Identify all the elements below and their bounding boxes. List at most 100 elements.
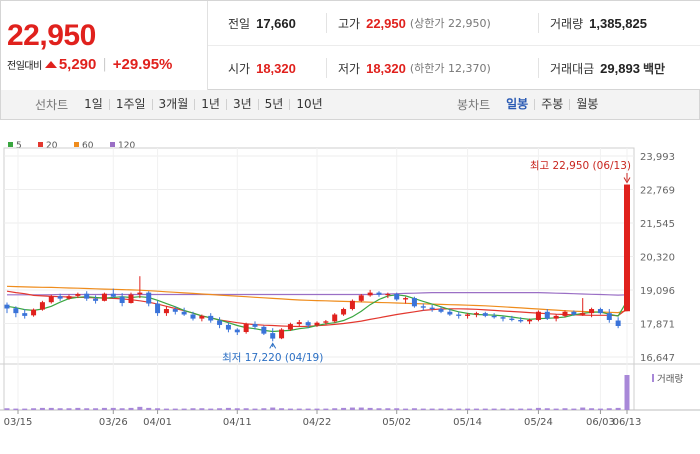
volume-bar	[349, 407, 355, 410]
period-1y[interactable]: 1년	[195, 98, 227, 110]
stats-row-2: 시가 18,320 저가 18,320 (하한가 12,370) 거래대금 29…	[208, 45, 700, 89]
candle-body	[562, 311, 568, 316]
candle-body	[75, 293, 81, 296]
candle-chart-label: 봉차트	[457, 98, 491, 112]
candle-daily[interactable]: 일봉	[500, 98, 536, 110]
x-tick-label: 05/14	[453, 417, 482, 428]
period-10y[interactable]: 10년	[296, 97, 323, 111]
volume-bar	[296, 408, 302, 410]
legend-swatch	[110, 142, 115, 147]
legend-swatch	[74, 142, 79, 147]
candle-body	[429, 307, 435, 310]
volume-bar	[101, 407, 107, 410]
volume-bar	[589, 408, 595, 410]
candle-body	[252, 324, 258, 327]
chart-frame	[3, 147, 635, 411]
upper-limit: (상한가 22,950)	[409, 17, 491, 30]
current-price: 22,950	[7, 19, 96, 52]
volume-bar	[75, 407, 81, 410]
candle-body	[39, 302, 45, 310]
period-1w[interactable]: 1주일	[110, 98, 153, 110]
period-1d[interactable]: 1일	[78, 98, 110, 110]
candle-body	[606, 313, 612, 320]
volume-bar	[119, 408, 125, 410]
candle-body	[491, 315, 497, 318]
chart-area: 5 20 60 120 23,993 22,769 21,545 20,320 19,096 1…	[0, 120, 700, 450]
volume-bar	[544, 408, 550, 410]
volume-bar	[172, 408, 178, 410]
candle-body	[146, 292, 152, 304]
candlestick-chart: 5 20 60 120 23,993 22,769 21,545 20,320 19,096 1…	[0, 141, 700, 428]
candle-monthly[interactable]: 월봉	[576, 97, 599, 111]
candle-body	[190, 314, 196, 319]
volume-bar	[208, 408, 214, 410]
ma120-line	[7, 292, 628, 296]
volume-bar	[4, 408, 10, 410]
volume-panel: 거래량	[4, 373, 683, 410]
candle-body	[615, 320, 621, 326]
candle-body	[84, 293, 90, 299]
candle-body	[482, 313, 488, 316]
volume-bar	[527, 408, 533, 410]
candle-body	[332, 314, 338, 322]
candle-body	[597, 309, 603, 314]
divider	[538, 58, 539, 78]
volume-bar	[465, 408, 471, 410]
candle-body	[66, 296, 72, 299]
candle-body	[13, 308, 19, 314]
volume-bar	[163, 408, 169, 410]
candle-body	[279, 329, 285, 339]
candle-body	[589, 309, 595, 314]
candle-body	[31, 309, 37, 316]
legend-label: 5	[16, 141, 22, 151]
candle-body	[438, 309, 444, 312]
volume-bar	[509, 408, 515, 410]
volume-value: 1,385,825	[589, 15, 647, 31]
candle-body	[403, 298, 409, 300]
volume-bar	[411, 408, 417, 410]
volume-bar	[341, 407, 347, 410]
volume-bar	[447, 408, 453, 410]
volume-stat: 거래량 1,385,825	[550, 1, 647, 45]
amount-label: 거래대금	[550, 61, 595, 76]
volume-bar	[403, 408, 409, 410]
divider	[326, 13, 327, 33]
volume-bar	[491, 408, 497, 410]
x-tick-label: 04/22	[303, 417, 332, 428]
candle-body	[456, 314, 462, 316]
candle-body	[57, 296, 63, 299]
candle-body	[394, 293, 400, 300]
candle-body	[527, 319, 533, 322]
y-tick-label: 17,871	[640, 320, 675, 331]
candle-weekly[interactable]: 주봉	[535, 98, 571, 110]
x-tick-label: 05/02	[382, 417, 411, 428]
candle-body	[535, 311, 541, 320]
volume-bar	[31, 408, 37, 410]
legend-label: 20	[46, 141, 58, 151]
up-triangle-icon	[44, 61, 57, 68]
candle-body	[500, 317, 506, 319]
line-chart-periods: 선차트 1일 1주일 3개월 1년 3년 5년 10년	[35, 90, 329, 119]
period-3y[interactable]: 3년	[227, 98, 259, 110]
low-label: 저가	[338, 61, 361, 76]
candle-body	[305, 322, 311, 326]
candle-body	[287, 324, 293, 330]
volume-bar	[66, 408, 72, 410]
lower-limit: (하한가 12,370)	[409, 62, 491, 75]
candle-body	[128, 294, 134, 304]
volume-bar	[314, 408, 320, 410]
candle-body	[420, 306, 426, 308]
candle-body	[181, 311, 187, 315]
volume-bar	[385, 408, 391, 410]
candle-body	[465, 314, 471, 316]
candle-body	[349, 300, 355, 310]
period-3m[interactable]: 3개월	[153, 98, 196, 110]
volume-bar	[22, 408, 28, 410]
candle-body	[4, 304, 10, 309]
volume-bar	[553, 408, 559, 410]
volume-bar	[270, 407, 276, 410]
candle-body	[217, 320, 223, 325]
candle-body	[101, 293, 107, 301]
volume-bar	[500, 408, 506, 410]
period-5y[interactable]: 5년	[259, 98, 291, 110]
